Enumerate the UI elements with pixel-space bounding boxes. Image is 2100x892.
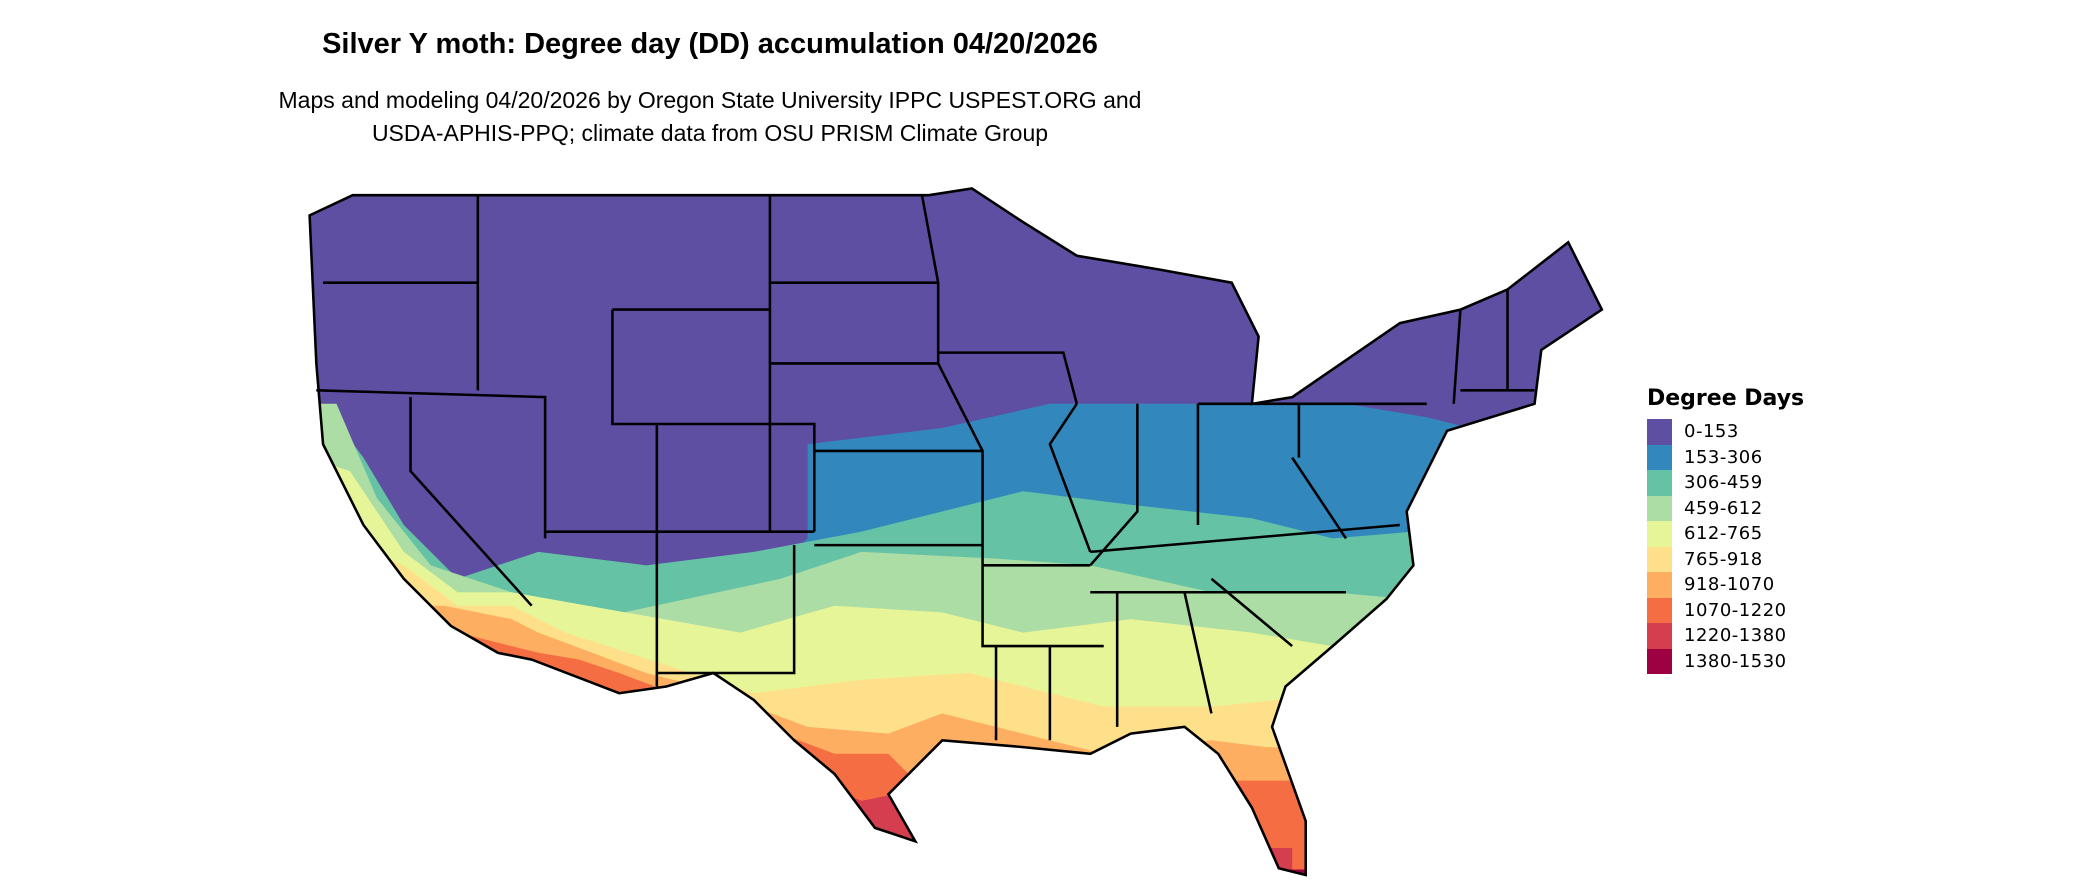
map-title: Silver Y moth: Degree day (DD) accumulat…: [322, 28, 1098, 60]
legend-item: 459-612: [1647, 495, 1804, 521]
legend-item: 1220-1380: [1647, 623, 1804, 649]
legend-swatch: [1647, 444, 1672, 470]
legend-swatch: [1647, 623, 1672, 649]
legend-item: 1380-1530: [1647, 648, 1804, 674]
legend-label: 1070-1220: [1684, 599, 1787, 621]
legend-label: 459-612: [1684, 497, 1763, 519]
legend-item: 612-765: [1647, 521, 1804, 547]
legend-label: 153-306: [1684, 446, 1763, 468]
legend-label: 765-918: [1684, 548, 1763, 570]
legend-swatch: [1647, 495, 1672, 521]
legend-label: 306-459: [1684, 472, 1763, 494]
legend-swatch: [1647, 648, 1672, 674]
legend-swatch: [1647, 572, 1672, 598]
subtitle-line-1: Maps and modeling 04/20/2026 by Oregon S…: [278, 87, 1142, 113]
legend-label: 1220-1380: [1684, 625, 1787, 647]
legend-item: 1070-1220: [1647, 597, 1804, 623]
subtitle-line-2: USDA-APHIS-PPQ; climate data from OSU PR…: [371, 120, 1049, 146]
state-lines-west: [316, 195, 983, 687]
legend-item: 918-1070: [1647, 572, 1804, 598]
legend-swatch: [1647, 470, 1672, 496]
state-boundaries: [308, 187, 1603, 876]
legend-swatch: [1647, 546, 1672, 572]
legend-swatch: [1647, 419, 1672, 445]
legend-label: 918-1070: [1684, 574, 1775, 596]
state-lines-central: [656, 194, 1200, 741]
legend-label: 0-153: [1684, 421, 1739, 443]
legend-swatch: [1647, 521, 1672, 547]
legend-title: Degree Days: [1647, 386, 1805, 411]
legend-item: 306-459: [1647, 470, 1804, 496]
state-lines-east: [1090, 289, 1535, 727]
legend: Degree Days 0-153 153-306 306-459 459-612 61…: [1647, 386, 1804, 674]
legend-item: 153-306: [1647, 444, 1804, 470]
zone-1380-1530: [1251, 869, 1320, 875]
legend-items: 0-153 153-306 306-459 459-612 612-765 765-918…: [1647, 419, 1804, 674]
legend-item: 765-918: [1647, 546, 1804, 572]
legend-label: 1380-1530: [1684, 650, 1787, 672]
legend-swatch: [1647, 597, 1672, 623]
legend-label: 612-765: [1684, 523, 1763, 545]
legend-item: 0-153: [1647, 419, 1804, 445]
map-subtitle: Maps and modeling 04/20/2026 by Oregon S…: [0, 84, 1420, 150]
